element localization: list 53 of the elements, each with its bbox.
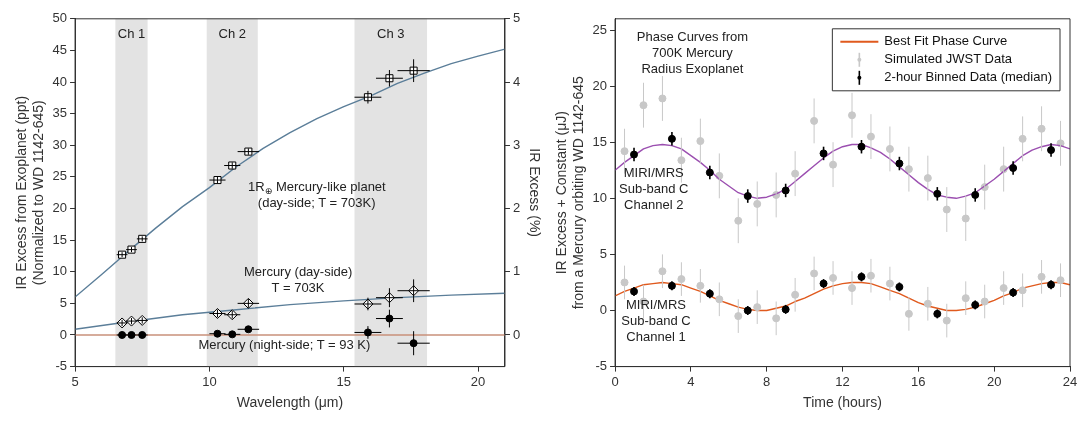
- y-tick-label: 5: [599, 245, 608, 261]
- band-label: Ch 1: [117, 26, 146, 42]
- y2-tick-label: 4: [512, 73, 521, 89]
- y-tick-label: 50: [52, 10, 68, 26]
- x-tick-label: 4: [687, 373, 695, 389]
- x-tick-label: 10: [202, 373, 217, 389]
- x-tick-label: 8: [763, 373, 771, 389]
- annotation: Phase Curves from 700K Mercury Radius Exoplanet: [636, 29, 749, 77]
- y2-tick-label: 0: [512, 326, 521, 342]
- annotation: Mercury (day-side) T = 703K: [244, 264, 353, 296]
- y-tick-label: 10: [52, 263, 68, 279]
- y-tick-label: 25: [592, 21, 608, 37]
- x-tick-label: 15: [336, 373, 351, 389]
- y-axis-title: IR Excess from Exoplanet (ppt) (Normalized to WD 1142-645): [13, 95, 47, 290]
- y2-tick-label: 1: [512, 263, 521, 279]
- x-tick-label: 24: [1062, 373, 1078, 389]
- legend-label: 2-hour Binned Data (median): [884, 69, 1053, 85]
- y-tick-label: -5: [595, 358, 608, 374]
- y2-tick-label: 2: [512, 200, 521, 216]
- y-tick-label: 15: [52, 231, 68, 247]
- x-axis-title: Time (hours): [803, 394, 882, 411]
- legend-label: Best Fit Phase Curve: [884, 33, 1008, 49]
- y-tick-label: 25: [52, 168, 68, 184]
- band-label: Ch 2: [218, 26, 246, 42]
- y-tick-label: 20: [592, 77, 608, 93]
- y-tick-label: -5: [55, 358, 68, 374]
- y2-tick-label: 5: [512, 10, 521, 26]
- x-tick-label: 5: [71, 373, 79, 389]
- x-tick-label: 0: [611, 373, 619, 389]
- y-tick-label: 30: [52, 136, 68, 152]
- y-tick-label: 35: [52, 105, 68, 121]
- y2-tick-label: 3: [512, 136, 521, 152]
- annotation: Mercury (night-side; T = 93 K): [198, 336, 371, 352]
- legend-label: Simulated JWST Data: [884, 51, 1013, 67]
- y-tick-label: 0: [59, 326, 68, 342]
- y-tick-label: 15: [592, 133, 608, 149]
- x-tick-label: 12: [835, 373, 850, 389]
- y-tick-label: 0: [599, 302, 608, 318]
- x-tick-label: 16: [911, 373, 926, 389]
- x-axis-title: Wavelength (μm): [236, 394, 344, 411]
- annotation: 1R⊕ Mercury-like planet (day-side; T = 703K): [248, 179, 387, 211]
- x-tick-label: 20: [986, 373, 1002, 389]
- y-tick-label: 20: [52, 200, 68, 216]
- band-label: Ch 3: [377, 26, 405, 42]
- y-tick-label: 5: [59, 294, 68, 310]
- y-tick-label: 10: [592, 189, 608, 205]
- annotation: MIRI/MRS Sub-band C Channel 2: [619, 164, 689, 212]
- y-tick-label: 45: [52, 42, 68, 57]
- y-tick-label: 40: [52, 73, 68, 89]
- x-tick-label: 20: [470, 373, 486, 389]
- y-axis-title: IR Excess + Constant (μJ) from a Mercury orbiting WD 1142-645: [553, 75, 587, 310]
- y2-axis-title: IR Excess (%): [526, 148, 543, 238]
- annotation: MIRI/MRS Sub-band C Channel 1: [621, 297, 691, 345]
